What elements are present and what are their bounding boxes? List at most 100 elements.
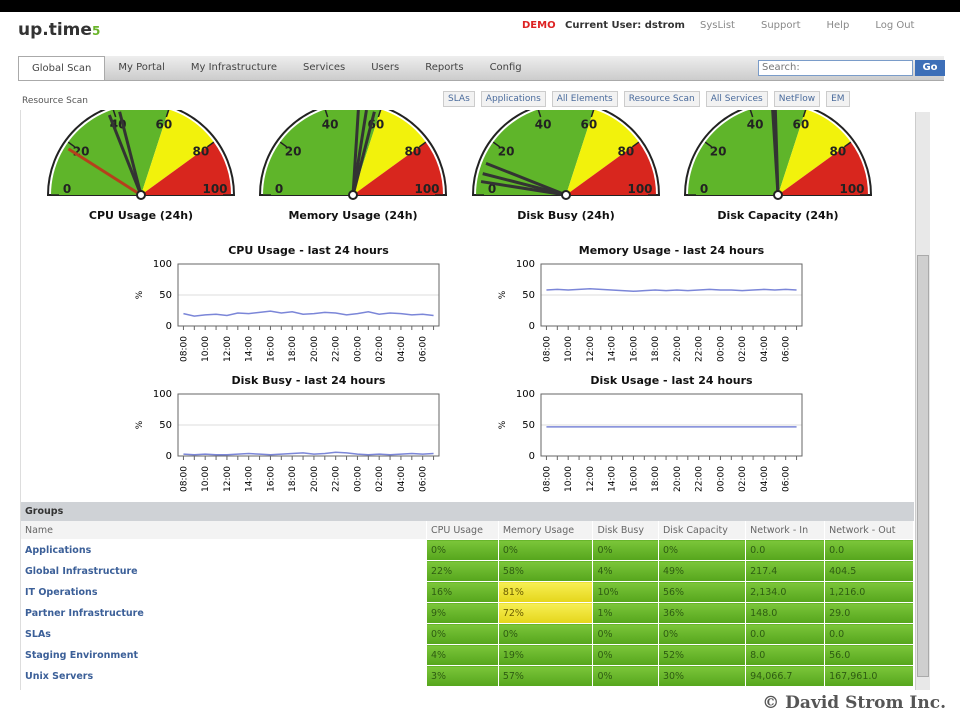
group-name[interactable]: Partner Infrastructure — [21, 602, 427, 624]
column-header[interactable]: Network - In — [745, 521, 826, 540]
frame — [0, 0, 960, 12]
metric-cell: 58% — [498, 560, 594, 582]
metric-cell: 22% — [426, 560, 499, 582]
group-row: IT Operations 16% 81% 10% 56% 2,134.0 1,216.0 — [21, 581, 914, 603]
y-axis-label: % — [135, 420, 145, 429]
metric-cell: 0% — [658, 539, 747, 561]
metric-cell: 19% — [498, 644, 594, 666]
y-tick-label: 0 — [166, 451, 172, 462]
gauge-title: CPU Usage (24h) — [89, 209, 193, 222]
y-tick-label: 100 — [516, 389, 535, 400]
tab[interactable]: My Infrastructure — [190, 62, 278, 73]
header-link[interactable]: Support — [760, 20, 801, 31]
column-header[interactable]: Disk Busy — [592, 521, 659, 540]
group-name[interactable]: SLAs — [21, 623, 427, 645]
filter-button[interactable]: SLAs — [443, 91, 475, 107]
gauge-tick — [749, 110, 754, 118]
gauge-tick-label: 60 — [793, 118, 810, 132]
tab[interactable]: Users — [371, 62, 400, 73]
header-link[interactable]: Log Out — [875, 20, 915, 31]
content: 0 20 40 60 80 100 CPU Usage (24h) 0 20 40 60 80 100 M… — [20, 110, 914, 690]
x-tick-label: 08:00 — [179, 336, 189, 362]
group-name[interactable]: Global Infrastructure — [21, 560, 427, 582]
x-tick-label: 08:00 — [542, 336, 552, 362]
gauge-band — [778, 110, 851, 195]
group-name[interactable]: IT Operations — [21, 581, 427, 603]
filter-button[interactable]: NetFlow — [773, 91, 821, 107]
gauge-tick-label: 80 — [193, 145, 210, 159]
metric-cell: 1% — [592, 602, 659, 624]
gauge-tick — [67, 141, 76, 148]
gauge-needle — [773, 110, 780, 196]
current-user: Current User: dstrom — [565, 20, 685, 31]
header-link[interactable]: Help — [826, 20, 850, 31]
search-box[interactable]: Search: — [758, 60, 913, 76]
metric-cell: 1,216.0 — [824, 581, 914, 603]
metric-cell: 57% — [498, 665, 594, 687]
y-tick-label: 0 — [529, 451, 535, 462]
x-tick-label: 10:00 — [564, 466, 574, 492]
column-header[interactable]: Name — [21, 521, 427, 540]
tab[interactable]: Reports — [425, 62, 464, 73]
gauge-tick — [418, 141, 427, 148]
column-header[interactable]: Network - Out — [824, 521, 914, 540]
tab[interactable]: Config — [489, 62, 522, 73]
x-tick-label: 02:00 — [738, 336, 748, 362]
metric-cell: 72% — [498, 602, 594, 624]
gauge-band — [141, 142, 231, 195]
metric-cell: 167,961.0 — [824, 665, 914, 687]
gauge-band — [51, 110, 169, 195]
gauge-tick-label: 100 — [839, 182, 864, 196]
logo[interactable]: up.time5 — [18, 20, 100, 40]
gauge-tick-label: 100 — [202, 182, 227, 196]
filter-button[interactable]: All Services — [705, 91, 768, 107]
y-tick-label: 50 — [522, 420, 535, 431]
group-name[interactable]: Applications — [21, 539, 427, 561]
gauge-tick-label: 60 — [581, 118, 598, 132]
gauge-needle — [482, 172, 567, 197]
chart-title: Disk Usage - last 24 hours — [590, 374, 753, 387]
column-header[interactable]: Memory Usage — [498, 521, 594, 540]
y-tick-label: 50 — [159, 290, 172, 301]
series-line — [183, 451, 434, 456]
tab[interactable]: Global Scan — [18, 56, 106, 80]
filter-button[interactable]: Resource Scan — [623, 91, 700, 107]
gauge-tick — [631, 141, 640, 148]
gauge-needle — [351, 111, 376, 196]
metric-cell: 0% — [592, 665, 659, 687]
column-header[interactable]: Disk Capacity — [658, 521, 747, 540]
metric-cell: 56.0 — [824, 644, 914, 666]
x-tick-label: 06:00 — [782, 336, 792, 362]
metric-cell: 81% — [498, 581, 594, 603]
tab[interactable]: My Portal — [118, 62, 165, 73]
chart-title: CPU Usage - last 24 hours — [228, 244, 389, 257]
scroll-thumb[interactable] — [917, 255, 929, 677]
x-tick-label: 04:00 — [397, 466, 407, 492]
gauge-tick-label: 80 — [405, 145, 422, 159]
group-name[interactable]: Unix Servers — [21, 665, 427, 687]
header-link[interactable]: SysList — [700, 20, 735, 31]
series-line — [546, 288, 797, 293]
filter-button[interactable]: All Elements — [551, 91, 618, 107]
gauge-band — [353, 110, 426, 195]
header-links: SysList Support Help Log Out — [700, 20, 914, 31]
groups-table: Groups Name CPU Usage Memory Usage Disk Busy… — [21, 502, 914, 687]
metric-cell: 30% — [658, 665, 747, 687]
gauge-tick-label: 20 — [498, 145, 515, 159]
filter-button[interactable]: Applications — [480, 91, 546, 107]
version: 5 — [91, 24, 101, 38]
group-name[interactable]: Staging Environment — [21, 644, 427, 666]
gauge-tick — [537, 110, 542, 118]
x-tick-label: 16:00 — [266, 336, 276, 362]
gauge-tick — [377, 110, 382, 118]
go-button[interactable]: Go — [915, 60, 945, 76]
filter-button[interactable]: EM — [826, 91, 850, 107]
demo: DEMO — [522, 20, 556, 31]
y-tick-label: 50 — [522, 290, 535, 301]
metric-cell: 0% — [498, 539, 594, 561]
column-header[interactable]: CPU Usage — [426, 521, 499, 540]
y-axis-label: % — [135, 290, 145, 299]
gauge-band — [566, 142, 656, 195]
tab[interactable]: Services — [303, 62, 346, 73]
metric-cell: 10% — [592, 581, 659, 603]
